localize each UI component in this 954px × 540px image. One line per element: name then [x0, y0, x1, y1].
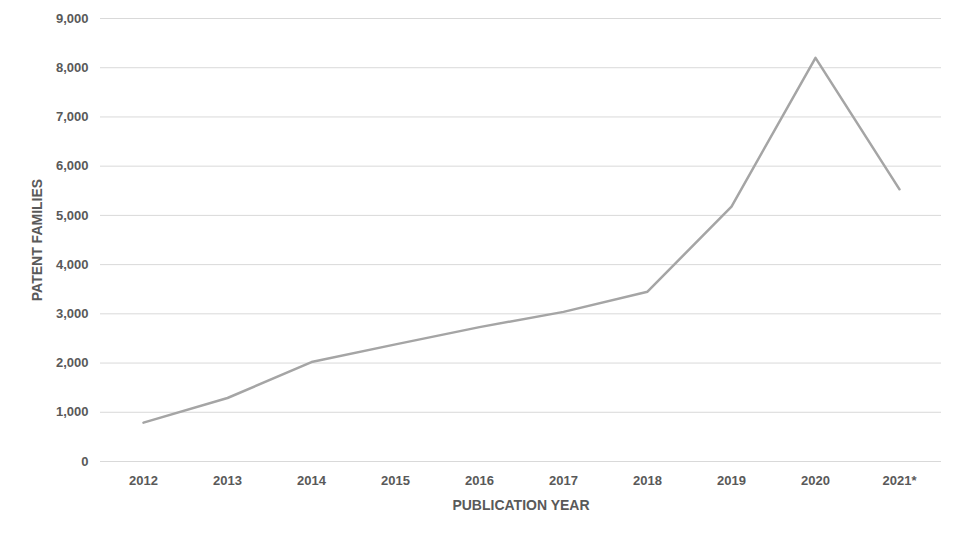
- svg-text:1,000: 1,000: [56, 404, 89, 419]
- svg-text:2015: 2015: [381, 473, 410, 488]
- svg-text:2021*: 2021*: [883, 473, 918, 488]
- svg-text:8,000: 8,000: [56, 60, 89, 75]
- svg-text:5,000: 5,000: [56, 208, 89, 223]
- svg-text:2,000: 2,000: [56, 355, 89, 370]
- svg-text:PATENT FAMILIES: PATENT FAMILIES: [29, 179, 45, 301]
- svg-text:2014: 2014: [297, 473, 327, 488]
- svg-text:2016: 2016: [465, 473, 494, 488]
- svg-text:9,000: 9,000: [56, 11, 89, 26]
- svg-text:4,000: 4,000: [56, 257, 89, 272]
- svg-text:2019: 2019: [717, 473, 746, 488]
- svg-text:6,000: 6,000: [56, 158, 89, 173]
- svg-text:7,000: 7,000: [56, 109, 89, 124]
- svg-text:2013: 2013: [213, 473, 242, 488]
- svg-text:2020: 2020: [801, 473, 830, 488]
- svg-text:2018: 2018: [633, 473, 662, 488]
- svg-text:2012: 2012: [129, 473, 158, 488]
- svg-text:PUBLICATION YEAR: PUBLICATION YEAR: [452, 497, 589, 513]
- svg-text:3,000: 3,000: [56, 306, 89, 321]
- svg-text:0: 0: [81, 454, 88, 469]
- svg-text:2017: 2017: [549, 473, 578, 488]
